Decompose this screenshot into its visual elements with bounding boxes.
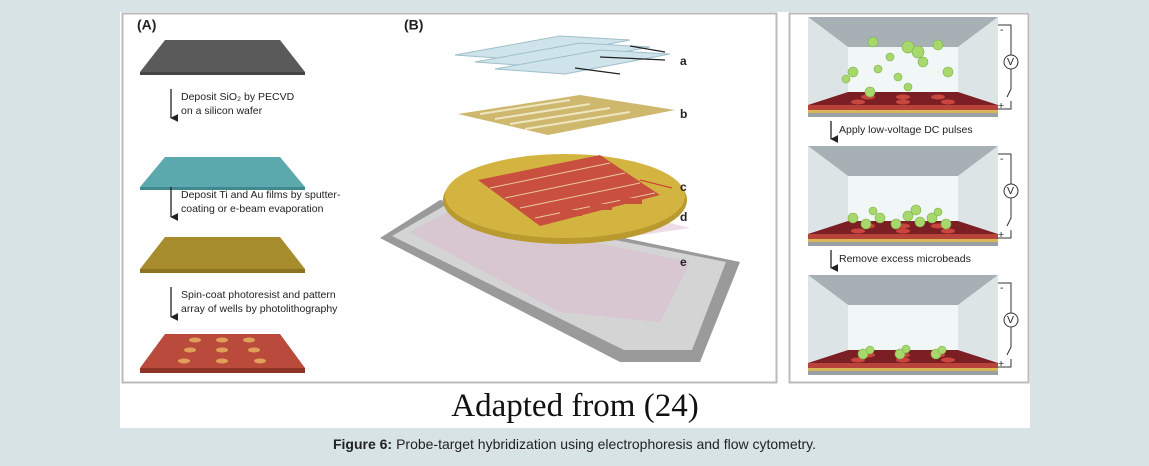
chamber (807, 16, 1019, 118)
panel-label: (A) (137, 17, 156, 33)
chamber (807, 145, 1019, 247)
terminal-positive: + (998, 229, 1004, 241)
layer-label: c (680, 180, 687, 194)
layer-label: b (680, 107, 687, 121)
meter-label: V (1007, 56, 1014, 68)
caption: Figure 6: Probe-target hybridization usin… (0, 436, 1149, 452)
caption-text: Probe-target hybridization using electro… (396, 436, 817, 452)
terminal-negative: - (1000, 24, 1004, 36)
step-text: coating or e-beam evaporation (181, 203, 324, 215)
chamber (807, 274, 1019, 376)
attribution: Adapted from (24) (120, 384, 1030, 428)
panel-label: (B) (404, 17, 423, 33)
step-text: Spin-coat photoresist and pattern (181, 289, 336, 301)
meter-label: V (1007, 185, 1014, 197)
step-text: Deposit SiO₂ by PECVD (181, 91, 295, 103)
caption-label: Figure 6: (332, 436, 393, 452)
step-text: Deposit Ti and Au films by sputter- (181, 189, 341, 201)
layer-label: a (680, 54, 687, 68)
step-text: Apply low-voltage DC pulses (839, 124, 973, 136)
terminal-positive: + (998, 358, 1004, 370)
device-exploded-view (380, 35, 740, 362)
terminal-negative: - (1000, 282, 1004, 294)
terminal-negative: - (1000, 153, 1004, 165)
terminal-positive: + (998, 100, 1004, 112)
figure: (A) Deposit SiO₂ by PECVD on a silicon w… (120, 12, 1030, 384)
step-text: on a silicon wafer (181, 105, 263, 117)
layer-label: d (680, 210, 687, 224)
layer-stack (140, 40, 305, 373)
layer-label: e (680, 255, 687, 269)
meter-label: V (1007, 314, 1014, 326)
step-text: array of wells by photolithography (181, 303, 338, 315)
step-text: Remove excess microbeads (839, 253, 971, 265)
